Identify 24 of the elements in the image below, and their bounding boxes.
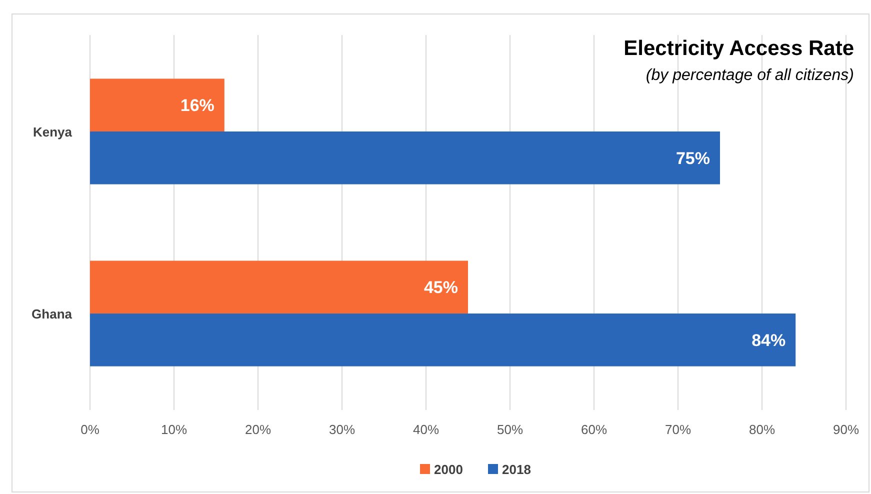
y-tick-label: Kenya [32, 124, 73, 140]
x-tick-label: 20% [244, 422, 272, 437]
text: 84% [752, 330, 786, 350]
x-tick-label: 0% [80, 422, 100, 437]
x-tick-label: 40% [412, 422, 440, 437]
y-tick-label: Ghana [32, 306, 73, 322]
text: 45% [424, 278, 458, 298]
bar [90, 78, 224, 132]
legend-label: 2000 [434, 462, 463, 477]
x-tick-label: 70% [664, 422, 692, 437]
bar [90, 131, 720, 184]
bar [90, 314, 796, 366]
text: (by percentage of all citizens) [646, 67, 854, 84]
chart-title: Electricity Access Rate [624, 37, 854, 60]
text: 75% [676, 148, 710, 168]
legend-label: 2018 [502, 462, 531, 477]
bar [90, 260, 468, 314]
x-tick-label: 50% [496, 422, 524, 437]
x-tick-label: 10% [160, 422, 188, 437]
x-tick-label: 90% [832, 422, 860, 437]
text: 16% [180, 96, 214, 116]
x-tick-label: 80% [748, 422, 776, 437]
x-tick-label: 30% [328, 422, 356, 437]
x-tick-label: 60% [580, 422, 608, 437]
